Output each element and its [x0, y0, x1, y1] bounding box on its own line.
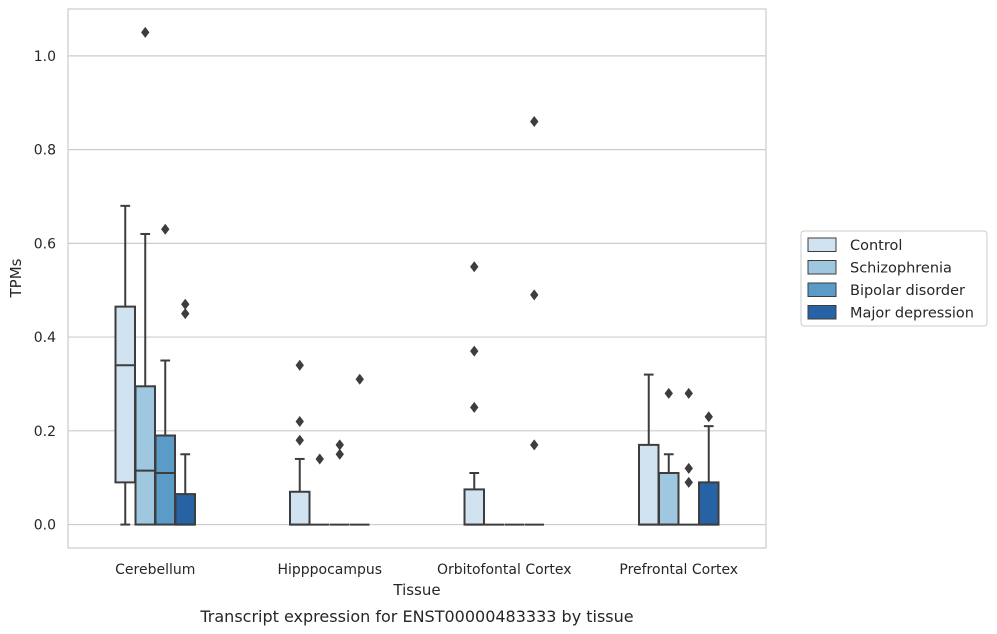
outlier-point: [684, 387, 693, 399]
box-body: [134, 385, 156, 526]
legend-swatch: [807, 237, 837, 252]
box-body: [658, 472, 680, 526]
outlier-point: [530, 439, 539, 451]
legend-swatch: [807, 305, 837, 320]
box-major-depression: [524, 115, 544, 526]
box-major-depression: [698, 411, 720, 526]
box-bipolar-disorder: [330, 439, 350, 526]
outlier-point: [181, 298, 190, 310]
chart-caption: Transcript expression for ENST0000048333…: [199, 607, 633, 626]
outlier-point: [355, 373, 364, 385]
y-tick-labels: 0.0 0.2 0.4 0.6 0.8 1.0: [34, 49, 56, 534]
outlier-point: [470, 401, 479, 413]
plot-frame: [67, 8, 767, 549]
y-tick-label: 0.6: [34, 236, 56, 252]
x-tick-label: Hipppocampus: [277, 562, 382, 578]
outlier-point: [530, 115, 539, 127]
outlier-point: [684, 476, 693, 488]
outlier-point: [530, 289, 539, 301]
box-bipolar-disorder: [679, 387, 699, 526]
y-tick-label: 0.8: [34, 143, 56, 159]
y-tick-label: 0.0: [34, 518, 56, 534]
outlier-point: [295, 415, 304, 427]
box-body: [638, 443, 660, 526]
box-schizophrenia: [310, 453, 330, 526]
box-schizophrenia: [134, 26, 156, 526]
box-body: [698, 481, 720, 526]
y-axis-title: TPMs: [7, 258, 25, 298]
legend-label: Bipolar disorder: [850, 283, 965, 299]
y-tick-label: 1.0: [34, 49, 56, 65]
box-major-depression: [350, 373, 370, 526]
outlier-point: [161, 223, 170, 235]
box-body: [154, 434, 176, 526]
legend-swatch: [807, 260, 837, 275]
y-tick-label: 0.4: [34, 330, 56, 346]
x-tick-labels: Cerebellum Hipppocampus Orbitofontal Corte…: [115, 562, 738, 578]
outlier-point: [181, 308, 190, 320]
box-body: [114, 305, 136, 484]
legend-swatch: [807, 282, 837, 297]
outlier-point: [295, 359, 304, 371]
box-control: [114, 204, 136, 526]
legend-frame: [800, 230, 988, 327]
outlier-point: [335, 439, 344, 451]
legend-label: Schizophrenia: [850, 261, 952, 277]
box-body: [174, 493, 196, 526]
box-schizophrenia: [658, 387, 680, 526]
outlier-point: [141, 26, 150, 38]
box-control: [463, 261, 485, 526]
x-axis-title: Tissue: [392, 581, 440, 599]
outlier-point: [295, 434, 304, 446]
box-body: [463, 488, 485, 526]
x-tick-label: Prefrontal Cortex: [619, 562, 738, 578]
legend: Control Schizophrenia Bipolar disorder Majo…: [800, 230, 988, 327]
y-tick-label: 0.2: [34, 424, 56, 440]
x-tick-label: Orbitofontal Cortex: [437, 562, 572, 578]
outlier-point: [470, 261, 479, 273]
outlier-point: [684, 462, 693, 474]
box-body: [289, 490, 311, 526]
legend-label: Control: [850, 238, 902, 254]
outlier-point: [704, 411, 713, 423]
outlier-point: [335, 448, 344, 460]
box-control: [638, 373, 660, 526]
box-major-depression: [174, 298, 196, 526]
box-control: [289, 359, 311, 526]
box-bipolar-disorder: [154, 223, 176, 526]
box-groups: [114, 26, 720, 526]
outlier-point: [315, 453, 324, 465]
x-tick-label: Cerebellum: [115, 562, 195, 578]
outlier-point: [664, 387, 673, 399]
legend-label: Major depression: [850, 306, 974, 322]
outlier-point: [470, 345, 479, 357]
